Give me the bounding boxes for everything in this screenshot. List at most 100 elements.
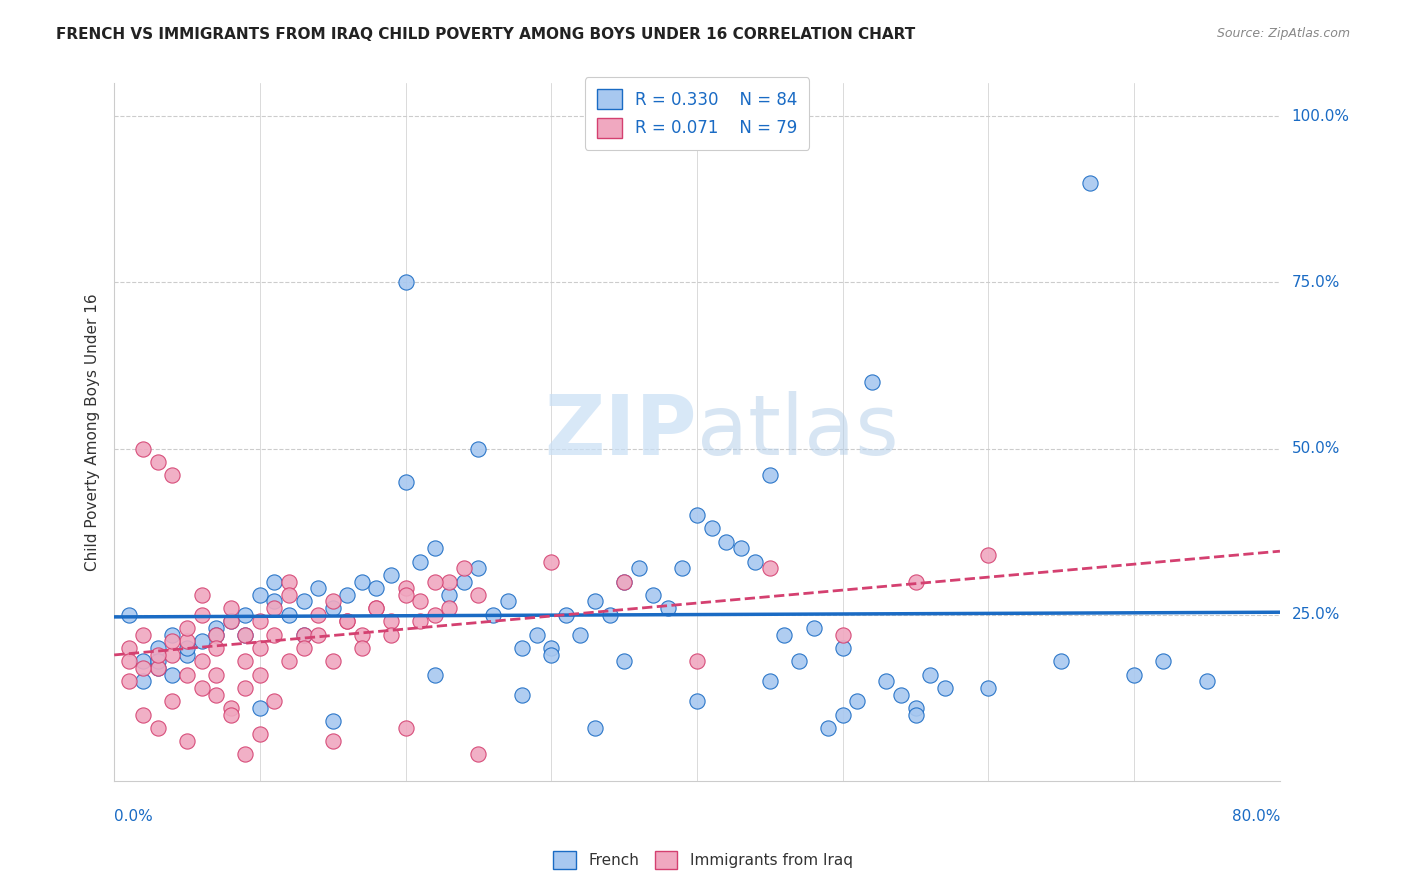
Point xyxy=(322,601,344,615)
Point xyxy=(643,588,665,602)
Point xyxy=(176,621,198,635)
Point xyxy=(263,628,285,642)
Point xyxy=(700,521,723,535)
Point xyxy=(716,534,738,549)
Point xyxy=(176,648,198,662)
Point xyxy=(118,654,141,668)
Point xyxy=(219,615,242,629)
Point xyxy=(409,555,432,569)
Point xyxy=(977,548,1000,562)
Point xyxy=(730,541,752,556)
Point xyxy=(831,707,853,722)
Point xyxy=(205,640,228,655)
Text: 100.0%: 100.0% xyxy=(1292,109,1350,124)
Point xyxy=(190,588,212,602)
Point xyxy=(233,681,256,695)
Point xyxy=(292,628,315,642)
Point xyxy=(146,661,169,675)
Point xyxy=(583,721,606,735)
Point xyxy=(380,615,402,629)
Point xyxy=(322,594,344,608)
Point xyxy=(190,607,212,622)
Point xyxy=(394,475,416,489)
Point xyxy=(132,654,155,668)
Point xyxy=(439,588,461,602)
Point xyxy=(686,654,709,668)
Point xyxy=(366,601,388,615)
Point xyxy=(146,721,169,735)
Point xyxy=(336,615,359,629)
Point xyxy=(307,607,329,622)
Point xyxy=(162,468,184,483)
Point xyxy=(233,607,256,622)
Point xyxy=(1197,674,1219,689)
Point xyxy=(233,747,256,762)
Point xyxy=(249,727,271,741)
Point xyxy=(423,541,446,556)
Text: 80.0%: 80.0% xyxy=(1232,809,1279,824)
Point xyxy=(394,721,416,735)
Point xyxy=(263,694,285,708)
Point xyxy=(1080,176,1102,190)
Point xyxy=(219,601,242,615)
Point xyxy=(205,667,228,681)
Point xyxy=(146,661,169,675)
Point xyxy=(322,714,344,728)
Point xyxy=(467,561,489,575)
Text: 75.0%: 75.0% xyxy=(1292,275,1340,290)
Point xyxy=(977,681,1000,695)
Point xyxy=(132,628,155,642)
Point xyxy=(322,734,344,748)
Point xyxy=(336,588,359,602)
Point xyxy=(336,615,359,629)
Point xyxy=(249,615,271,629)
Point xyxy=(1123,667,1146,681)
Point xyxy=(934,681,956,695)
Point xyxy=(904,701,927,715)
Point xyxy=(146,648,169,662)
Point xyxy=(380,628,402,642)
Point xyxy=(162,694,184,708)
Point xyxy=(162,634,184,648)
Point xyxy=(350,628,373,642)
Point xyxy=(409,594,432,608)
Point xyxy=(467,747,489,762)
Point xyxy=(162,667,184,681)
Point xyxy=(146,640,169,655)
Point xyxy=(263,574,285,589)
Point xyxy=(1152,654,1174,668)
Point xyxy=(205,628,228,642)
Point xyxy=(394,581,416,595)
Point xyxy=(176,667,198,681)
Point xyxy=(278,607,301,622)
Text: 0.0%: 0.0% xyxy=(114,809,153,824)
Point xyxy=(366,601,388,615)
Point xyxy=(394,276,416,290)
Point xyxy=(176,640,198,655)
Point xyxy=(613,574,636,589)
Point xyxy=(118,674,141,689)
Point xyxy=(366,581,388,595)
Point xyxy=(132,707,155,722)
Point xyxy=(278,588,301,602)
Point xyxy=(773,628,796,642)
Text: atlas: atlas xyxy=(697,392,898,473)
Point xyxy=(496,594,519,608)
Point xyxy=(540,648,562,662)
Point xyxy=(803,621,825,635)
Point xyxy=(831,628,853,642)
Point xyxy=(540,555,562,569)
Point xyxy=(190,634,212,648)
Point xyxy=(423,574,446,589)
Point xyxy=(453,561,475,575)
Point xyxy=(526,628,548,642)
Point xyxy=(190,654,212,668)
Point xyxy=(350,574,373,589)
Point xyxy=(162,628,184,642)
Point xyxy=(759,561,782,575)
Point xyxy=(904,707,927,722)
Y-axis label: Child Poverty Among Boys Under 16: Child Poverty Among Boys Under 16 xyxy=(86,293,100,571)
Point xyxy=(350,640,373,655)
Point xyxy=(176,634,198,648)
Point xyxy=(263,594,285,608)
